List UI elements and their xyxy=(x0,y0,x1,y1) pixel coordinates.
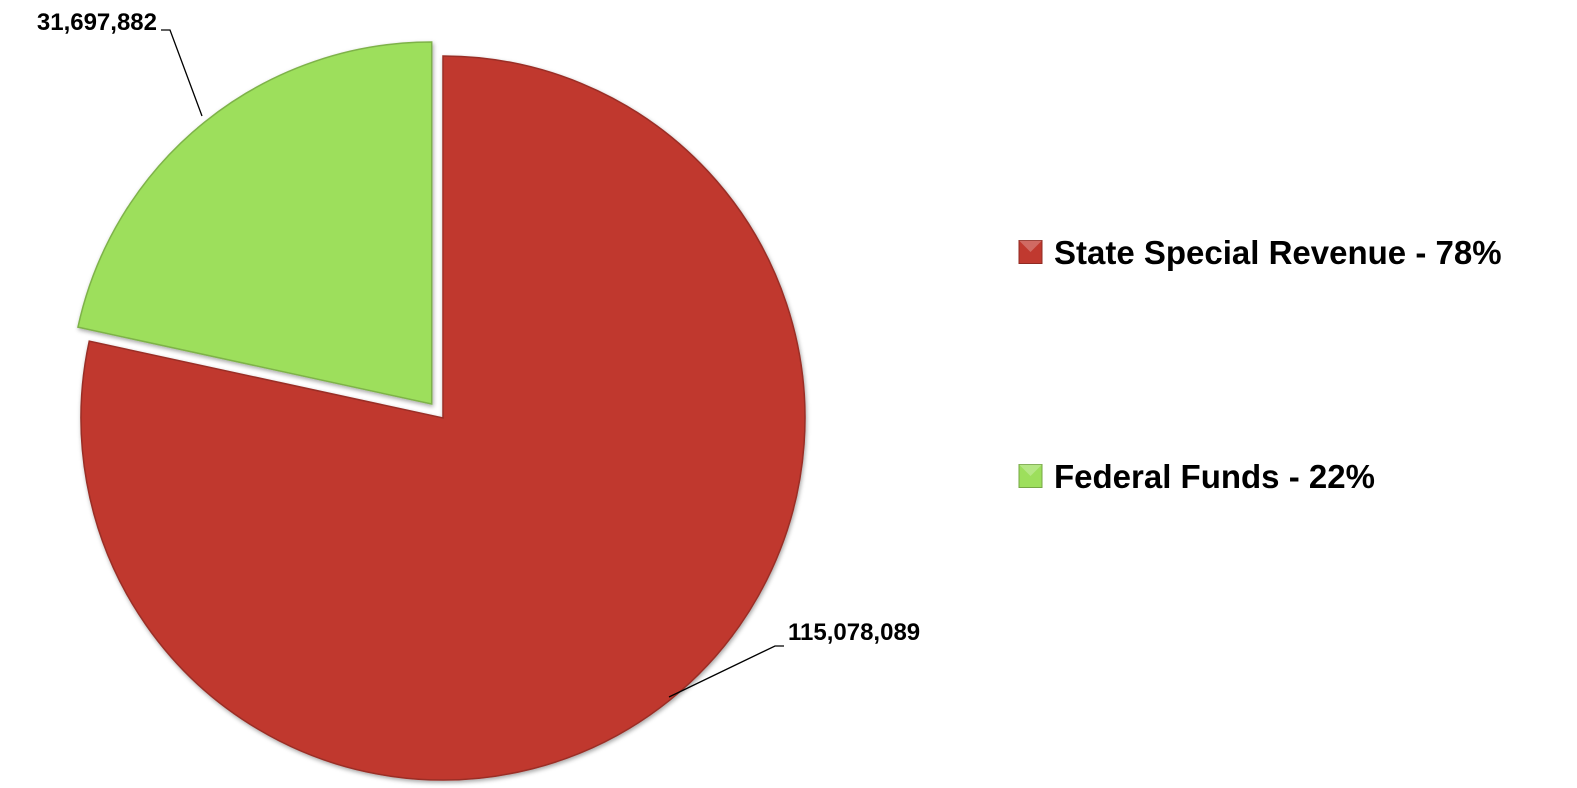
leader-line-state-special-revenue xyxy=(668,645,784,698)
data-labels: 115,078,089 31,697,882 xyxy=(37,9,920,646)
legend-item-state-special-revenue: State Special Revenue - 78% xyxy=(1018,234,1502,271)
legend-swatch-federal-funds xyxy=(1018,464,1043,488)
leader-lines xyxy=(161,29,784,698)
legend-swatch-highlight xyxy=(1019,464,1042,476)
legend-label-state-special-revenue: State Special Revenue - 78% xyxy=(1054,234,1502,271)
legend-swatch-highlight xyxy=(1019,240,1042,252)
pie-slice-federal-funds xyxy=(77,41,433,405)
value-label-federal-funds: 31,697,882 xyxy=(37,9,157,36)
leader-line-federal-funds xyxy=(161,29,203,117)
value-label-state-special-revenue: 115,078,089 xyxy=(788,619,920,646)
legend-item-federal-funds: Federal Funds - 22% xyxy=(1018,458,1375,495)
pie-slice-state-special-revenue xyxy=(80,55,806,781)
legend-label-federal-funds: Federal Funds - 22% xyxy=(1054,458,1375,495)
legend-swatch-state-special-revenue xyxy=(1018,240,1043,264)
pie-slices xyxy=(77,41,806,781)
legend: State Special Revenue - 78% Federal Funds… xyxy=(1018,234,1502,495)
